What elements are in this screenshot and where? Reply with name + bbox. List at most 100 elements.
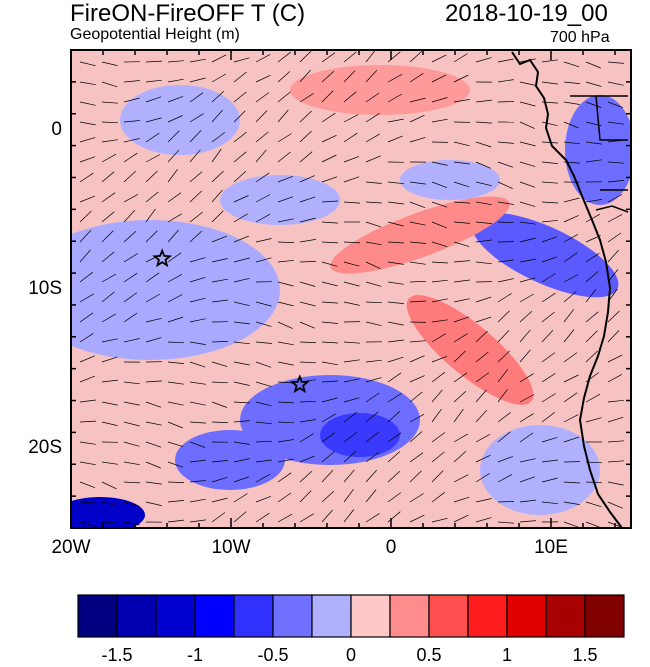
wind-barb: [431, 221, 448, 229]
wind-barb: [607, 121, 624, 125]
wind-barb: [409, 51, 423, 63]
wind-barb: [497, 388, 508, 403]
wind-barb: [123, 441, 140, 447]
colorbar-swatch: [311, 594, 352, 638]
wind-barb: [585, 81, 602, 87]
wind-barb: [453, 201, 471, 204]
wind-barb: [387, 73, 403, 83]
wind-barb: [453, 99, 470, 103]
wind-barb: [211, 512, 226, 523]
wind-barb: [211, 132, 226, 143]
wind-barb: [519, 181, 536, 188]
wind-barb: [277, 421, 295, 424]
wind-barb: [321, 176, 338, 183]
wind-barb: [123, 152, 138, 163]
wind-barb: [255, 321, 272, 327]
wind-barb: [607, 194, 623, 203]
wind-barb: [343, 469, 355, 483]
wind-barb: [189, 498, 206, 503]
wind-barb: [387, 451, 401, 463]
wind-barb: [145, 191, 159, 203]
wind-barb: [123, 253, 138, 263]
wind-barb: [321, 281, 338, 287]
wind-barb: [519, 394, 535, 403]
wind-barb: [123, 501, 140, 507]
x-tick-label: 10W: [211, 537, 251, 558]
wind-barb: [585, 330, 598, 343]
wind-barb: [519, 237, 536, 243]
wind-barb: [123, 461, 140, 466]
wind-barb: [365, 359, 382, 363]
wind-barb: [277, 175, 294, 183]
wind-barb: [431, 389, 443, 403]
wind-barb: [519, 121, 535, 129]
colorbar-swatch: [428, 594, 469, 638]
wind-barb: [211, 381, 229, 384]
wind-barb: [365, 301, 383, 304]
wind-barb: [145, 481, 162, 485]
wind-barb: [277, 91, 291, 103]
wind-barb: [299, 341, 317, 343]
wind-barb: [607, 61, 624, 64]
wind-barb: [365, 113, 380, 123]
wind-barb: [211, 235, 228, 243]
wind-barb: [365, 201, 383, 204]
wind-barb: [607, 416, 624, 423]
star-marker: [152, 248, 173, 268]
wind-barb: [475, 296, 492, 303]
wind-barb: [365, 431, 379, 443]
wind-barb: [409, 340, 426, 343]
wind-barb: [475, 261, 492, 265]
wind-barb: [453, 474, 469, 483]
wind-barb: [387, 356, 404, 363]
wind-barb: [79, 355, 95, 363]
wind-barb: [277, 472, 292, 483]
wind-barb: [233, 361, 250, 366]
wind-barb: [541, 121, 558, 127]
wind-barb: [409, 73, 424, 83]
wind-barb: [299, 50, 312, 63]
wind-barb: [101, 313, 116, 323]
wind-barb: [123, 272, 138, 283]
axis-ticks: [70, 49, 631, 529]
wind-barb: [167, 461, 184, 468]
wind-barb: [101, 421, 118, 426]
wind-barb: [387, 321, 404, 326]
wind-barb: [167, 381, 184, 385]
wind-barb: [431, 298, 448, 303]
coastline: [511, 51, 629, 528]
wind-barb: [299, 217, 316, 223]
wind-barb: [519, 329, 531, 343]
wind-barb: [563, 81, 580, 84]
valid-time: 2018-10-19_00: [445, 0, 608, 27]
wind-barb: [563, 521, 580, 528]
wind-barb: [255, 440, 273, 443]
wind-barb: [145, 117, 162, 123]
wind-barb: [585, 61, 601, 69]
wind-barb: [563, 233, 579, 243]
wind-barb: [453, 451, 467, 463]
wind-barb: [541, 330, 554, 343]
wind-barb: [189, 230, 202, 243]
wind-barb: [563, 501, 580, 505]
colorbar-swatch: [506, 594, 547, 638]
wind-barb: [519, 201, 536, 207]
wind-barb: [123, 120, 140, 123]
wind-barb: [101, 101, 119, 104]
wind-barb: [519, 311, 533, 323]
wind-barb: [541, 181, 559, 184]
wind-barb: [255, 238, 272, 243]
wind-barb: [145, 380, 163, 383]
wind-barb: [343, 70, 356, 83]
wind-barb: [211, 361, 228, 367]
wind-barb: [497, 201, 514, 205]
wind-barb: [79, 230, 92, 243]
wind-barb: [233, 341, 250, 345]
wind-barb: [409, 114, 425, 123]
wind-barb: [101, 356, 118, 363]
wind-barb: [541, 219, 558, 223]
wind-barb: [189, 257, 206, 263]
wind-barb: [79, 101, 96, 106]
wind-barb: [607, 232, 622, 243]
wind-barb: [585, 501, 602, 508]
